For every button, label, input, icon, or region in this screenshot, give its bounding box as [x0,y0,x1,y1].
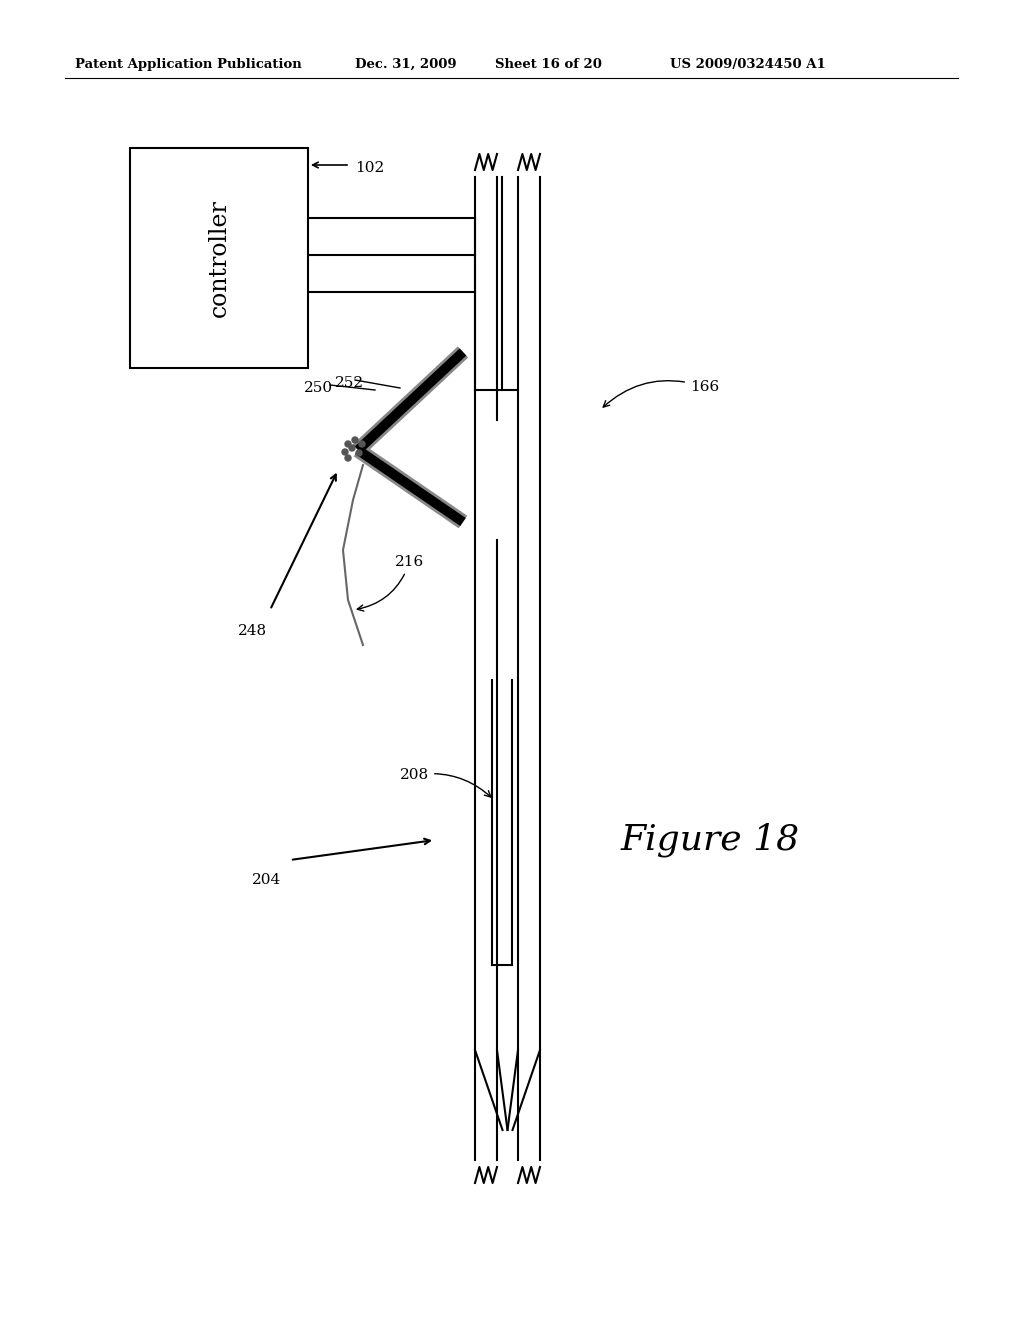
Circle shape [359,441,365,447]
Text: Figure 18: Figure 18 [621,822,800,857]
Text: Sheet 16 of 20: Sheet 16 of 20 [495,58,602,71]
Text: 208: 208 [400,768,490,797]
Bar [130,148,308,368]
Text: 216: 216 [357,554,424,611]
Circle shape [345,455,351,461]
Text: 250: 250 [304,381,333,395]
Text: controller: controller [208,199,230,317]
Text: 102: 102 [355,161,384,176]
Circle shape [342,449,348,455]
Text: 252: 252 [335,376,365,389]
Circle shape [352,437,358,444]
Text: Dec. 31, 2009: Dec. 31, 2009 [355,58,457,71]
Text: Patent Application Publication: Patent Application Publication [75,58,302,71]
Text: 248: 248 [238,624,267,638]
Text: 204: 204 [252,873,282,887]
Circle shape [345,441,351,447]
Text: 166: 166 [603,380,719,407]
Circle shape [349,445,355,451]
Circle shape [356,450,362,455]
Text: US 2009/0324450 A1: US 2009/0324450 A1 [670,58,825,71]
